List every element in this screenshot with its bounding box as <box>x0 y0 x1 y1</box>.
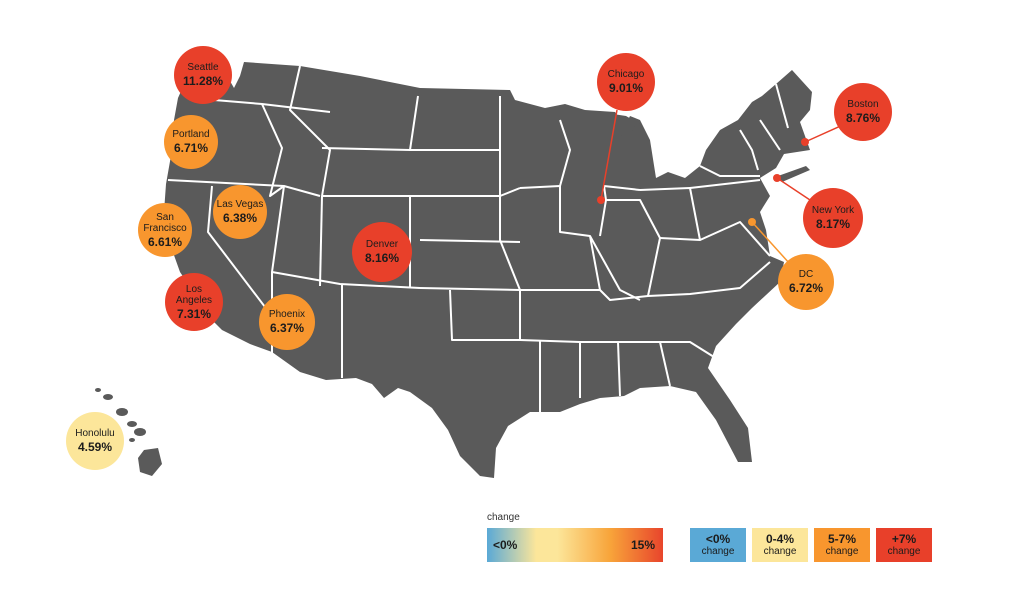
long-island <box>778 166 810 182</box>
legend-label: change <box>887 546 921 557</box>
legend-label: change <box>701 546 735 557</box>
legend-range: +7% <box>891 532 917 546</box>
city-name: Los Angeles <box>175 283 213 306</box>
city-name: San Francisco <box>143 211 187 234</box>
city-bubble-boston[interactable]: Boston 8.76% <box>834 83 892 141</box>
city-name: New York <box>811 205 855 216</box>
legend-label: change <box>825 546 859 557</box>
dc-marker <box>748 218 756 226</box>
legend-negative: <0% change <box>690 528 746 562</box>
city-value: 8.17% <box>815 217 851 231</box>
city-value: 6.38% <box>222 211 258 225</box>
city-bubble-los-angeles[interactable]: Los Angeles 7.31% <box>165 273 223 331</box>
city-bubble-phoenix[interactable]: Phoenix 6.37% <box>259 294 315 350</box>
legend-range: <0% <box>705 532 731 546</box>
city-bubble-san-francisco[interactable]: San Francisco 6.61% <box>138 203 192 257</box>
legend-high: +7% change <box>876 528 932 562</box>
city-bubble-portland[interactable]: Portland 6.71% <box>164 115 218 169</box>
city-value: 4.59% <box>77 440 113 454</box>
city-bubble-new-york[interactable]: New York 8.17% <box>803 188 863 248</box>
city-bubble-honolulu[interactable]: Honolulu 4.59% <box>66 412 124 470</box>
city-name: Chicago <box>607 69 645 80</box>
michigan-peninsula <box>570 112 640 132</box>
scale-max-label: 15% <box>630 538 655 552</box>
legend-label: change <box>763 546 797 557</box>
legend-range: 0-4% <box>765 532 794 546</box>
scale-min-label: <0% <box>493 538 518 552</box>
city-name: Phoenix <box>268 309 306 320</box>
new-york-marker <box>773 174 781 182</box>
city-name: Seattle <box>187 62 219 73</box>
dc-leader-line <box>751 221 791 265</box>
city-value: 7.31% <box>176 306 212 321</box>
hawaii <box>95 388 162 476</box>
city-value: 9.01% <box>608 81 644 95</box>
legend-range: 5-7% <box>827 532 856 546</box>
city-value: 11.28% <box>182 74 224 88</box>
city-name: Denver <box>365 239 399 250</box>
city-bubble-las-vegas[interactable]: Las Vegas 6.38% <box>213 185 267 239</box>
city-bubble-seattle[interactable]: Seattle 11.28% <box>174 46 232 104</box>
city-name: DC <box>798 269 814 280</box>
city-name: Portland <box>172 129 210 140</box>
city-value: 6.72% <box>788 281 824 295</box>
city-value: 6.71% <box>173 141 209 155</box>
contiguous-us-landmass <box>164 62 812 478</box>
city-name: Honolulu <box>75 428 115 439</box>
legend-mid: 5-7% change <box>814 528 870 562</box>
city-name: Boston <box>847 99 879 110</box>
city-bubble-dc[interactable]: DC 6.72% <box>778 254 834 310</box>
city-bubble-denver[interactable]: Denver 8.16% <box>352 222 412 282</box>
chicago-marker <box>597 196 605 204</box>
city-value: 6.61% <box>147 234 183 249</box>
color-scale-bar: <0% 15% <box>487 528 663 562</box>
scale-title: change <box>487 512 520 523</box>
city-value: 8.76% <box>845 111 881 125</box>
city-name: Las Vegas <box>216 199 264 210</box>
legend-low: 0-4% change <box>752 528 808 562</box>
city-value: 8.16% <box>364 251 400 265</box>
michigan-lower <box>610 130 656 190</box>
city-bubble-chicago[interactable]: Chicago 9.01% <box>597 53 655 111</box>
city-value: 6.37% <box>269 321 305 335</box>
boston-marker <box>801 138 809 146</box>
